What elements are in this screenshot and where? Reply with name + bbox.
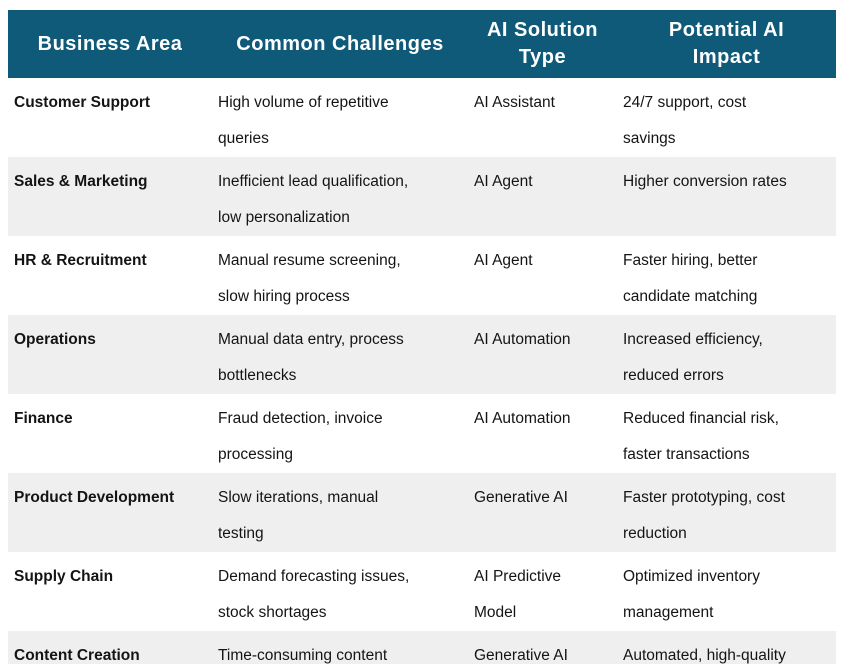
cell-common-challenges: Fraud detection, invoice processing — [212, 394, 468, 473]
header-row: Business Area Common Challenges AI Solut… — [8, 10, 836, 78]
cell-potential-ai-impact: Increased efficiency, reduced errors — [617, 315, 836, 394]
cell-ai-solution-type: AI Assistant — [468, 78, 617, 157]
cell-business-area: Content Creation — [8, 631, 212, 664]
cell-common-challenges: Slow iterations, manual testing — [212, 473, 468, 552]
cell-business-area: Customer Support — [8, 78, 212, 157]
cell-business-area: Supply Chain — [8, 552, 212, 631]
cell-business-area: Sales & Marketing — [8, 157, 212, 236]
header-common-challenges: Common Challenges — [212, 10, 468, 78]
table-row: Content Creation Time-consuming content … — [8, 631, 836, 664]
header-business-area: Business Area — [8, 10, 212, 78]
table-row: HR & Recruitment Manual resume screening… — [8, 236, 836, 315]
cell-business-area: Operations — [8, 315, 212, 394]
header-potential-ai-impact: Potential AI Impact — [617, 10, 836, 78]
cell-ai-solution-type: AI Predictive Model — [468, 552, 617, 631]
cell-ai-solution-type: Generative AI — [468, 473, 617, 552]
cell-business-area: Product Development — [8, 473, 212, 552]
cell-common-challenges: Manual data entry, process bottlenecks — [212, 315, 468, 394]
table-row: Operations Manual data entry, process bo… — [8, 315, 836, 394]
ai-business-table-container: Business Area Common Challenges AI Solut… — [8, 10, 836, 664]
table-row: Sales & Marketing Inefficient lead quali… — [8, 157, 836, 236]
cell-business-area: HR & Recruitment — [8, 236, 212, 315]
cell-ai-solution-type: AI Agent — [468, 157, 617, 236]
cell-potential-ai-impact: Automated, high-quality content — [617, 631, 836, 664]
table-row: Supply Chain Demand forecasting issues, … — [8, 552, 836, 631]
cell-common-challenges: Demand forecasting issues, stock shortag… — [212, 552, 468, 631]
cell-common-challenges: High volume of repetitive queries — [212, 78, 468, 157]
cell-ai-solution-type: AI Automation — [468, 315, 617, 394]
header-ai-solution-type: AI Solution Type — [468, 10, 617, 78]
cell-potential-ai-impact: Optimized inventory management — [617, 552, 836, 631]
cell-potential-ai-impact: Faster prototyping, cost reduction — [617, 473, 836, 552]
cell-ai-solution-type: AI Agent — [468, 236, 617, 315]
cell-potential-ai-impact: Reduced financial risk, faster transacti… — [617, 394, 836, 473]
cell-common-challenges: Time-consuming content generation — [212, 631, 468, 664]
cell-potential-ai-impact: Faster hiring, better candidate matching — [617, 236, 836, 315]
table-body: Customer Support High volume of repetiti… — [8, 78, 836, 664]
cell-ai-solution-type: AI Automation — [468, 394, 617, 473]
cell-ai-solution-type: Generative AI — [468, 631, 617, 664]
table-row: Finance Fraud detection, invoice process… — [8, 394, 836, 473]
cell-common-challenges: Inefficient lead qualification, low pers… — [212, 157, 468, 236]
cell-business-area: Finance — [8, 394, 212, 473]
table-row: Customer Support High volume of repetiti… — [8, 78, 836, 157]
business-ai-table: Business Area Common Challenges AI Solut… — [8, 10, 836, 664]
cell-common-challenges: Manual resume screening, slow hiring pro… — [212, 236, 468, 315]
cell-potential-ai-impact: Higher conversion rates — [617, 157, 836, 236]
table-header: Business Area Common Challenges AI Solut… — [8, 10, 836, 78]
cell-potential-ai-impact: 24/7 support, cost savings — [617, 78, 836, 157]
table-row: Product Development Slow iterations, man… — [8, 473, 836, 552]
